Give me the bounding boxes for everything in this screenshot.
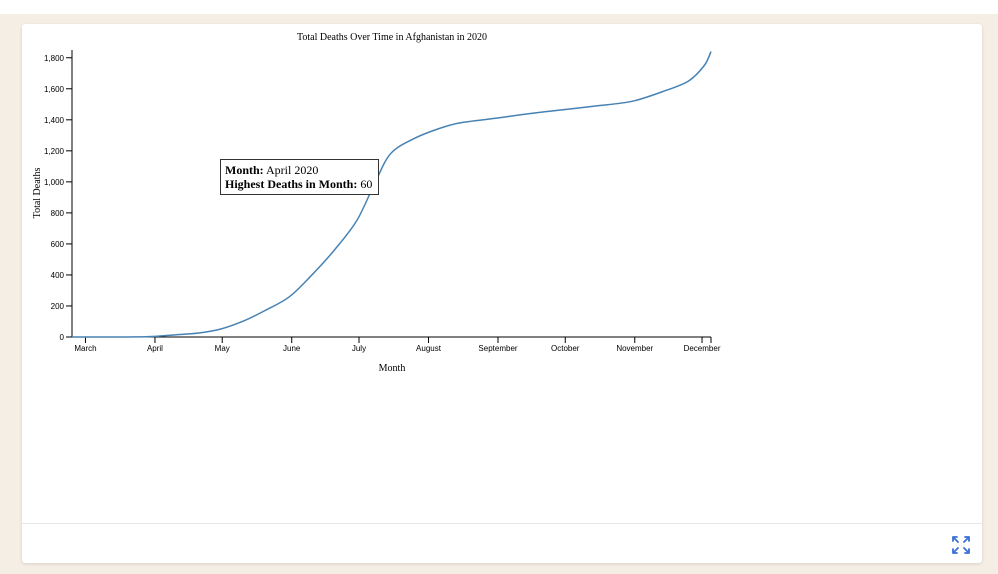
x-tick-label: August [416,344,442,353]
x-axis-label: Month [379,363,406,374]
chart-title: Total Deaths Over Time in Afghanistan in… [297,32,487,43]
x-tick-label: December [684,344,721,353]
x-tick-label: April [147,344,163,353]
x-tick-label: June [283,344,301,353]
axes: 0 200 400 600 800 1,000 1,200 1,400 1,600 1,800 Ma… [44,50,721,353]
expand-icon[interactable] [950,534,972,556]
x-tick-label: October [551,344,580,353]
y-tick-label: 200 [51,302,65,311]
y-tick-label: 400 [51,271,65,280]
x-tick-label: July [352,344,366,353]
tooltip-deaths-label: Highest Deaths in Month: [225,177,358,191]
tooltip-deaths-value: 60 [360,177,373,191]
y-tick-label: 1,800 [44,54,65,63]
x-tick-label: May [215,344,230,353]
y-tick-label: 800 [51,209,65,218]
tooltip-month-value: April 2020 [266,163,319,177]
y-tick-label: 0 [60,333,65,342]
chart-card [22,24,982,563]
x-tick-label: September [478,344,517,353]
y-tick-label: 1,400 [44,116,65,125]
tooltip-month-label: Month: [225,163,264,177]
y-tick-label: 1,200 [44,147,65,156]
y-tick-label: 1,600 [44,85,65,94]
y-tick-label: 1,000 [44,178,65,187]
x-tick-label: November [616,344,653,353]
x-tick-label: March [74,344,96,353]
card-divider [22,523,982,524]
y-tick-label: 600 [51,240,65,249]
series-line [71,51,712,338]
top-strip [0,0,998,14]
tooltip: Month: April 2020 Highest Deaths in Mont… [220,159,379,195]
y-axis-label: Total Deaths [32,168,43,219]
